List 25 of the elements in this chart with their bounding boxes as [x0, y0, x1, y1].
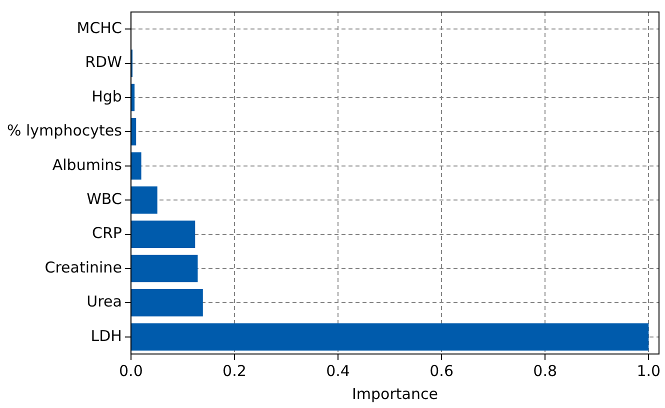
x-tick-label: 0.0	[119, 362, 143, 380]
x-tick-label: 0.4	[326, 362, 350, 380]
y-tick-label: Creatinine	[44, 258, 122, 276]
y-tick-label: Albumins	[52, 156, 122, 174]
y-tick-label: RDW	[85, 53, 122, 72]
bar	[131, 152, 142, 180]
x-tick-label: 0.6	[430, 362, 454, 380]
x-tick-label: 0.8	[533, 362, 558, 380]
x-axis-title: Importance	[352, 384, 438, 403]
y-tick-label: WBC	[86, 190, 122, 208]
x-tick-label: 1.0	[636, 362, 661, 380]
bar	[131, 186, 158, 214]
bar	[131, 220, 196, 248]
bar	[131, 118, 136, 146]
x-tick-label: 0.2	[222, 362, 246, 380]
bar	[131, 84, 135, 112]
y-tick-label: Hgb	[92, 87, 122, 106]
bar	[131, 323, 649, 351]
y-tick-label: LDH	[90, 326, 122, 345]
y-tick-label: CRP	[92, 224, 122, 242]
bar	[131, 289, 203, 316]
bar	[131, 254, 198, 282]
y-tick-label: Urea	[86, 292, 122, 311]
y-tick-label: MCHC	[76, 18, 122, 37]
y-tick-label: % lymphocytes	[6, 122, 122, 140]
